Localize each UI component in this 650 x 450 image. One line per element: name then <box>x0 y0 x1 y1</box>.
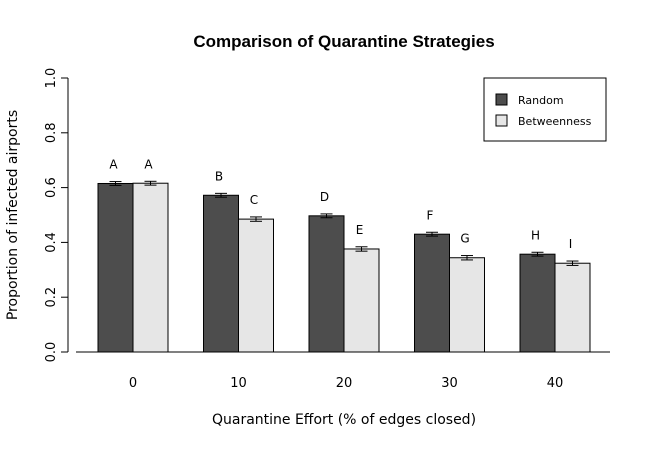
x-tick-label: 0 <box>129 376 137 391</box>
significance-letter: B <box>215 169 223 183</box>
significance-letter: G <box>460 232 469 246</box>
x-tick-label: 30 <box>441 376 458 391</box>
bar <box>308 215 345 353</box>
significance-letter: H <box>531 228 540 242</box>
significance-letter: F <box>427 208 434 222</box>
y-tick-label: 0.4 <box>44 232 59 253</box>
significance-letter: C <box>250 193 258 207</box>
significance-letter: E <box>356 223 364 237</box>
legend-swatch <box>495 93 508 106</box>
legend: Random Betweenness <box>483 77 607 142</box>
y-axis-label: Proportion of infected airports <box>5 110 21 320</box>
y-tick-label: 1.0 <box>44 68 59 89</box>
bar <box>554 262 591 353</box>
legend-label: Betweenness <box>518 115 592 128</box>
bar <box>132 182 169 353</box>
bar <box>343 248 380 353</box>
bar <box>519 253 556 353</box>
legend-box <box>483 77 607 142</box>
legend-swatch <box>495 114 508 127</box>
y-axis: 0.0 0.2 0.4 0.6 0.8 1.0 <box>44 68 69 363</box>
y-tick-label: 0.6 <box>44 177 59 198</box>
x-axis-label: Quarantine Effort (% of edges closed) <box>212 412 476 428</box>
bar <box>414 233 450 353</box>
y-tick-label: 0.2 <box>44 287 59 308</box>
significance-letter: I <box>569 237 573 251</box>
x-tick-label: 20 <box>336 376 353 391</box>
y-tick-label: 0.8 <box>44 122 59 143</box>
significance-letter: D <box>320 190 329 204</box>
x-axis: 0 10 20 30 40 <box>76 351 610 391</box>
bar <box>449 257 485 353</box>
x-tick-label: 10 <box>230 376 247 391</box>
significance-letter: A <box>144 157 153 171</box>
bar <box>97 182 134 353</box>
x-tick-label: 40 <box>547 376 564 391</box>
bar <box>238 218 274 353</box>
bar <box>203 194 239 353</box>
legend-label: Random <box>518 94 564 107</box>
y-tick-label: 0.0 <box>44 342 59 363</box>
significance-letter: A <box>109 158 118 172</box>
chart-title: Comparison of Quarantine Strategies <box>193 32 494 51</box>
bars: A A B C D E F G H I <box>97 157 591 353</box>
